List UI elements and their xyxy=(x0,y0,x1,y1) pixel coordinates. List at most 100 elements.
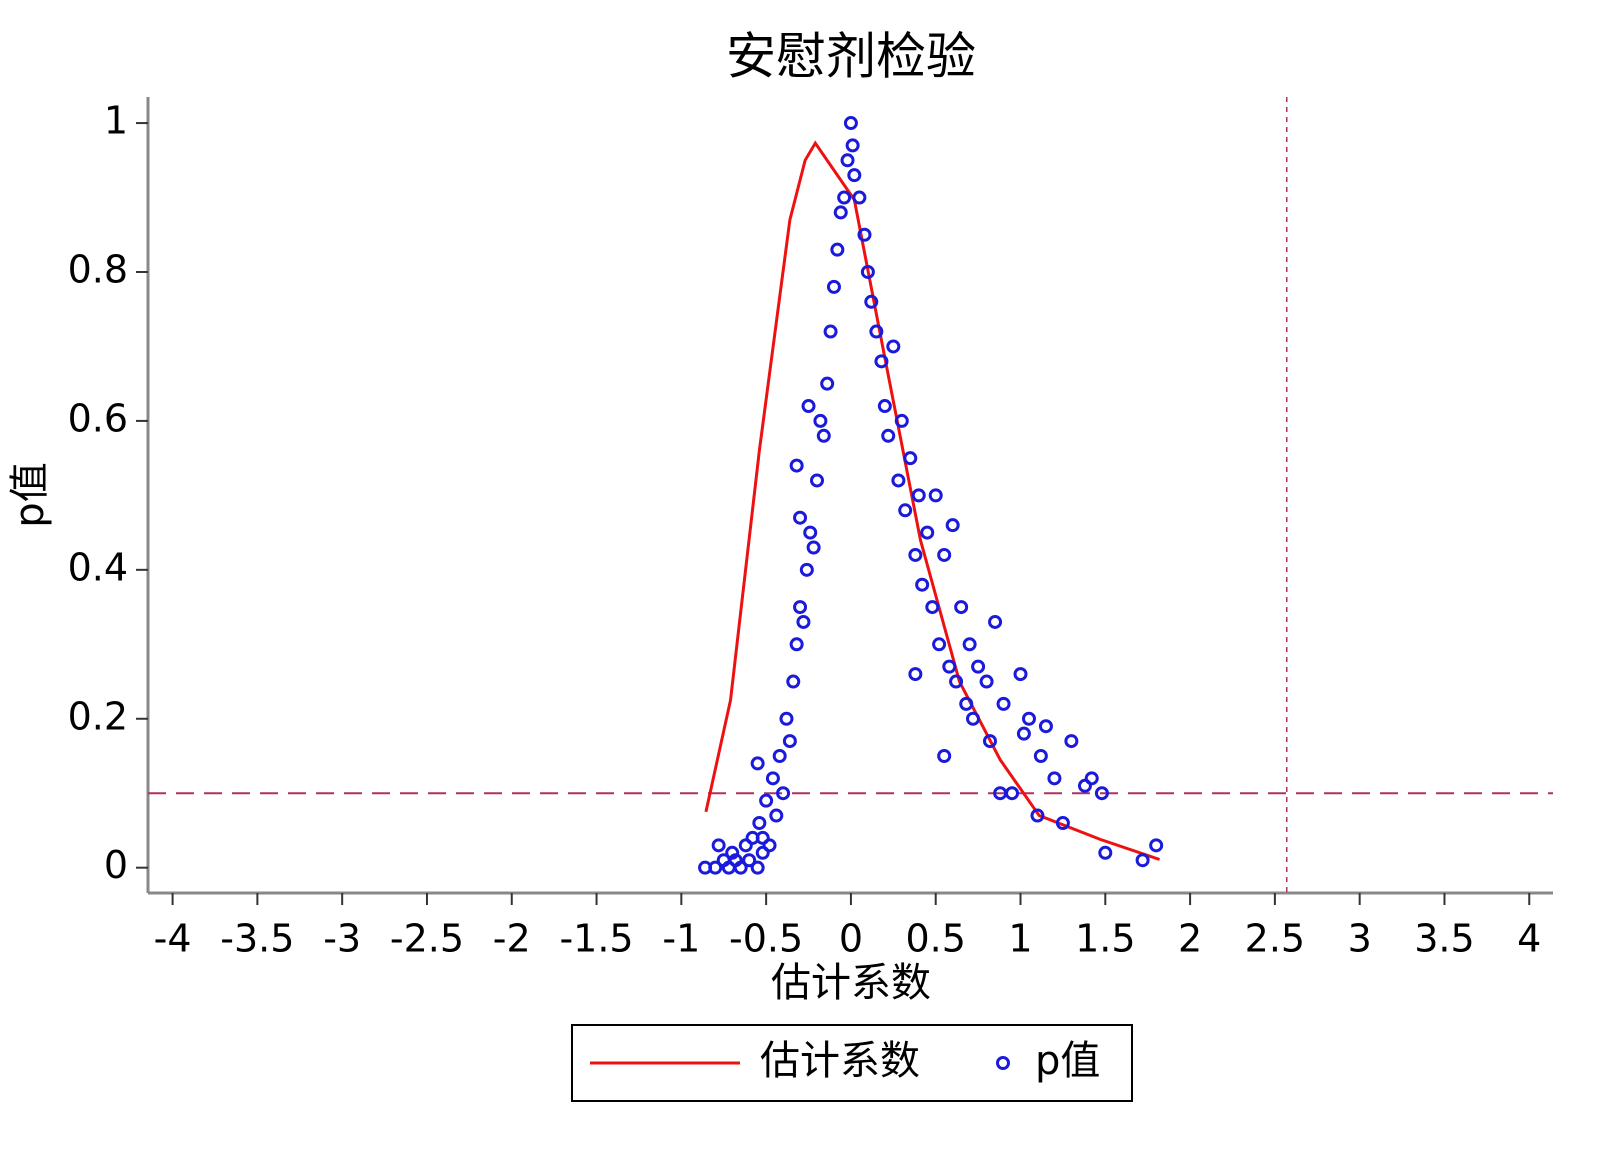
scatter-point xyxy=(755,845,770,860)
legend-swatch xyxy=(996,1056,1010,1070)
x-tick-label: 0.5 xyxy=(905,917,965,961)
scatter-point xyxy=(847,168,862,183)
scatter-point xyxy=(932,637,947,652)
scatter-point xyxy=(1013,667,1028,682)
x-tick-label: -4 xyxy=(154,917,192,961)
scatter-point xyxy=(1149,838,1164,853)
x-tick-label: 1.5 xyxy=(1075,917,1135,961)
scatter-point xyxy=(894,413,909,428)
x-tick-label: 3.5 xyxy=(1414,917,1474,961)
x-tick-label: 2 xyxy=(1178,917,1202,961)
y-tick-label: 0.4 xyxy=(68,545,128,589)
scatter-point xyxy=(750,860,765,875)
scatter-point xyxy=(1055,816,1070,831)
scatter-point xyxy=(1084,771,1099,786)
scatter-point xyxy=(759,793,774,808)
scatter-point xyxy=(837,190,852,205)
scatter-point xyxy=(979,674,994,689)
scatter-point xyxy=(793,600,808,615)
scatter-point xyxy=(925,600,940,615)
scatter-point xyxy=(793,510,808,525)
x-tick-label: 3 xyxy=(1348,917,1372,961)
scatter-point xyxy=(762,838,777,853)
legend-label: 估计系数 xyxy=(760,1038,920,1084)
scatter-point xyxy=(942,659,957,674)
scatter-point xyxy=(742,853,757,868)
x-tick-label: 0 xyxy=(839,917,863,961)
x-tick-label: -2.5 xyxy=(390,917,464,961)
scatter-point xyxy=(864,294,879,309)
scatter-point xyxy=(959,696,974,711)
x-tick-label: -2 xyxy=(493,917,531,961)
x-tick-label: 4 xyxy=(1517,917,1541,961)
scatter-point xyxy=(769,808,784,823)
legend-box xyxy=(571,1024,1133,1102)
scatter-point xyxy=(908,547,923,562)
scatter-point xyxy=(733,860,748,875)
x-tick-label: -3 xyxy=(323,917,361,961)
y-axis-label: p值 xyxy=(7,462,53,527)
scatter-point xyxy=(806,540,821,555)
x-tick-label: 1 xyxy=(1008,917,1032,961)
scatter-point xyxy=(1033,748,1048,763)
scatter-point xyxy=(937,748,952,763)
scatter-point xyxy=(903,451,918,466)
x-tick-label: -1 xyxy=(662,917,700,961)
scatter-point xyxy=(789,458,804,473)
scatter-point xyxy=(1077,778,1092,793)
scatter-point xyxy=(945,518,960,533)
scatter-point xyxy=(776,786,791,801)
chart-title: 安慰剂检验 xyxy=(726,28,976,86)
scatter-point xyxy=(833,205,848,220)
scatter-point xyxy=(752,816,767,831)
scatter-point xyxy=(750,756,765,771)
scatter-point xyxy=(1047,771,1062,786)
scatter-point xyxy=(755,830,770,845)
scatter-point xyxy=(799,562,814,577)
scatter-point xyxy=(898,503,913,518)
scatter-point xyxy=(826,279,841,294)
scatter-point xyxy=(954,600,969,615)
scatter-point xyxy=(830,242,845,257)
scatter-point xyxy=(772,748,787,763)
scatter-point xyxy=(803,525,818,540)
scatter-point xyxy=(779,711,794,726)
scatter-point xyxy=(765,771,780,786)
scatter-point xyxy=(988,614,1003,629)
scatter-point xyxy=(782,734,797,749)
scatter-point xyxy=(820,376,835,391)
y-tick-label: 0.8 xyxy=(68,247,128,291)
scatter-point xyxy=(1094,786,1109,801)
x-tick-label: -0.5 xyxy=(729,917,803,961)
scatter-point xyxy=(738,838,753,853)
scatter-point xyxy=(816,428,831,443)
scatter-point xyxy=(845,138,860,153)
y-tick-label: 0.2 xyxy=(68,694,128,738)
scatter-point xyxy=(708,860,723,875)
scatter-point xyxy=(852,190,867,205)
scatter-point xyxy=(711,838,726,853)
x-tick-label: -1.5 xyxy=(559,917,633,961)
scatter-point xyxy=(915,577,930,592)
scatter-point xyxy=(1030,808,1045,823)
scatter-point xyxy=(796,614,811,629)
scatter-point xyxy=(911,488,926,503)
scatter-point xyxy=(813,413,828,428)
scatter-point xyxy=(891,473,906,488)
scatter-point xyxy=(840,153,855,168)
scatter-point xyxy=(971,659,986,674)
x-tick-label: 2.5 xyxy=(1245,917,1305,961)
scatter-point xyxy=(810,473,825,488)
scatter-point xyxy=(982,734,997,749)
scatter-point xyxy=(857,227,872,242)
scatter-point xyxy=(1005,786,1020,801)
scatter-point xyxy=(949,674,964,689)
scatter-point xyxy=(1021,711,1036,726)
scatter-point xyxy=(725,845,740,860)
scatter-point xyxy=(1098,845,1113,860)
scatter-point xyxy=(937,547,952,562)
x-tick-label: -3.5 xyxy=(220,917,294,961)
scatter-point xyxy=(869,324,884,339)
